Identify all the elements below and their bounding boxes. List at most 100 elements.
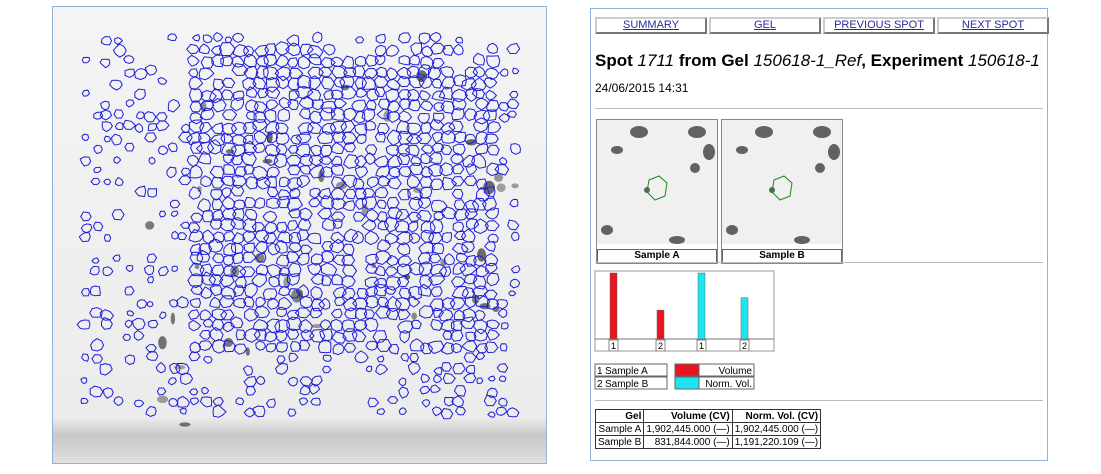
legend-box bbox=[594, 363, 668, 377]
spot-outline bbox=[286, 34, 300, 47]
spot-outline bbox=[295, 284, 310, 298]
spot-outline bbox=[418, 261, 433, 277]
spot-outline bbox=[211, 176, 225, 189]
nav-summary[interactable]: SUMMARY bbox=[595, 17, 707, 34]
spot-outline bbox=[331, 273, 344, 286]
spot-outline bbox=[231, 63, 249, 77]
spot-outline bbox=[451, 175, 465, 187]
spot-outline bbox=[352, 211, 366, 222]
spot-outline bbox=[322, 43, 336, 56]
spot-outline bbox=[319, 319, 332, 331]
spot-outline bbox=[288, 90, 300, 101]
nav-previous[interactable]: PREVIOUS SPOT bbox=[823, 17, 935, 34]
spot-outline bbox=[330, 89, 344, 101]
spot-outline bbox=[459, 316, 476, 330]
spot-outline bbox=[103, 234, 112, 242]
spot-outline bbox=[209, 218, 223, 230]
spot-outline bbox=[189, 101, 203, 113]
spot-outline bbox=[376, 355, 385, 363]
spot-outline bbox=[483, 289, 498, 300]
spot-outline bbox=[133, 399, 145, 408]
spot-outline bbox=[275, 342, 288, 353]
spot-outline bbox=[375, 363, 389, 376]
spot-outline bbox=[134, 68, 148, 81]
spot-outline bbox=[167, 33, 178, 42]
spot-outline bbox=[230, 216, 247, 230]
spot-outline bbox=[464, 108, 478, 122]
spot-outline bbox=[243, 296, 255, 308]
spot-outline bbox=[386, 111, 401, 123]
spot-outline bbox=[428, 253, 442, 264]
spot-outline bbox=[288, 352, 299, 363]
spot-outline bbox=[432, 406, 443, 417]
spot-outline bbox=[397, 308, 411, 321]
spot-outline bbox=[294, 307, 312, 319]
spot-outline bbox=[431, 78, 443, 89]
spot-outline bbox=[113, 109, 124, 119]
spot-outline bbox=[415, 131, 433, 145]
spot-outline bbox=[278, 296, 293, 310]
spot-outline bbox=[463, 372, 477, 384]
spot-outline bbox=[473, 218, 489, 235]
spot-outline bbox=[308, 154, 324, 167]
spot-outline bbox=[771, 175, 793, 201]
spot-outline bbox=[483, 186, 496, 198]
spot-outline bbox=[512, 67, 520, 75]
spot-outline bbox=[136, 299, 148, 309]
spot-outline bbox=[361, 196, 378, 210]
spot-outline bbox=[429, 119, 445, 131]
spot-outline bbox=[190, 141, 203, 154]
spot-outline bbox=[410, 319, 422, 330]
spot-outline bbox=[310, 397, 321, 406]
spot-outline bbox=[289, 187, 301, 199]
spot-outline bbox=[168, 397, 179, 407]
spot-outline bbox=[133, 330, 145, 341]
spot-outline bbox=[286, 197, 304, 212]
spot-outline bbox=[251, 165, 269, 182]
spot-outline bbox=[196, 249, 211, 263]
nav-gel[interactable]: GEL bbox=[709, 17, 821, 34]
table-row: Sample B 831,844.000 (—) 1,191,220.109 (—) bbox=[594, 435, 822, 449]
spot-outline bbox=[433, 211, 446, 221]
dark-spot bbox=[230, 265, 240, 278]
spot-outline bbox=[111, 208, 125, 221]
spot-outline bbox=[235, 329, 247, 341]
spot-outline bbox=[506, 407, 520, 418]
spot-outline bbox=[200, 286, 213, 299]
spot-outline bbox=[487, 298, 500, 310]
spot-outline bbox=[289, 134, 303, 145]
spot-outline bbox=[299, 397, 309, 406]
spot-outline bbox=[316, 131, 334, 145]
spot-outline bbox=[253, 101, 268, 113]
dark-spot bbox=[262, 158, 273, 164]
spot-outline bbox=[124, 286, 135, 296]
spot-outline bbox=[418, 76, 433, 90]
spot-outline bbox=[263, 175, 277, 188]
title-text: Spot bbox=[595, 51, 633, 70]
spot-outline bbox=[198, 43, 211, 55]
spot-outline bbox=[108, 79, 123, 91]
spot-outline bbox=[427, 272, 446, 286]
spot-outline bbox=[498, 113, 511, 123]
nav-next[interactable]: NEXT SPOT bbox=[937, 17, 1049, 34]
spot-outline bbox=[295, 85, 314, 100]
spot-outline bbox=[288, 242, 302, 253]
spot-outline bbox=[474, 309, 486, 322]
spot-outline bbox=[234, 166, 247, 178]
spot-outline bbox=[453, 131, 467, 144]
spot-outline bbox=[274, 41, 290, 57]
spot-outline bbox=[398, 55, 411, 66]
spot-outline bbox=[286, 273, 300, 286]
spot-outline bbox=[232, 43, 250, 58]
spot-outline bbox=[509, 198, 519, 208]
spot-outline bbox=[471, 197, 487, 211]
spot-outline bbox=[509, 278, 521, 289]
spot-outline bbox=[408, 232, 421, 245]
spot-outline bbox=[209, 87, 223, 104]
spot-outline bbox=[276, 143, 288, 155]
spot-outline bbox=[399, 97, 411, 111]
spot-outline bbox=[375, 338, 393, 352]
spot-outline bbox=[286, 57, 299, 68]
spot-outline bbox=[210, 122, 224, 135]
spot-outline bbox=[484, 253, 499, 267]
